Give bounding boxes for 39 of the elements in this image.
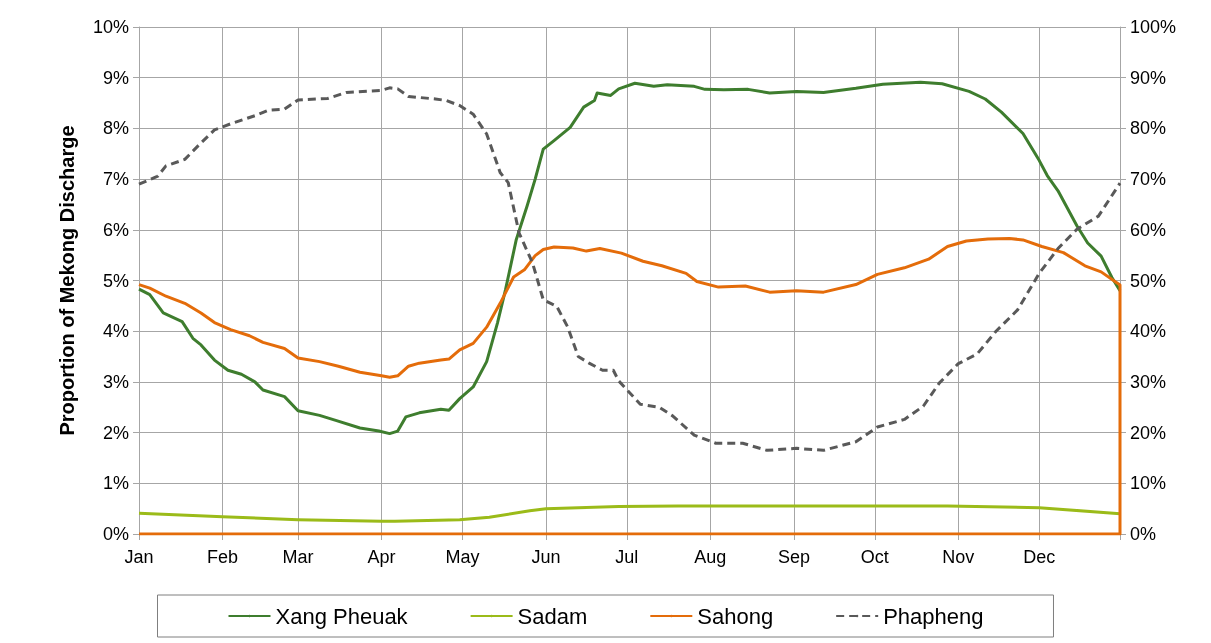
y-tick-label: 2% <box>102 422 129 443</box>
x-tick-label: Jan <box>124 547 154 567</box>
y2-tick-label: 20% <box>1130 422 1167 443</box>
legend-label: Phapheng <box>883 603 984 629</box>
y2-tick-label: 40% <box>1130 321 1167 342</box>
y2-tick-label: 80% <box>1130 118 1167 139</box>
x-tick-label: Nov <box>942 547 975 567</box>
y2-tick-label: 30% <box>1130 371 1167 392</box>
y-tick-label: 0% <box>102 524 129 544</box>
y-tick-label: 7% <box>102 169 129 190</box>
legend-label: Sadam <box>517 603 588 629</box>
legend-label: Xang Pheuak <box>275 603 409 629</box>
y2-tick-label: 10% <box>1130 473 1167 494</box>
y2-tick-label: 100% <box>1130 17 1177 37</box>
y-tick-label: 4% <box>102 321 129 342</box>
x-tick-label: Jul <box>615 547 639 567</box>
x-tick-label: Dec <box>1023 547 1056 567</box>
y-tick-label: 10% <box>92 17 129 37</box>
x-tick-label: Apr <box>367 547 396 567</box>
y2-tick-label: 0% <box>1130 524 1157 544</box>
y2-tick-label: 50% <box>1130 270 1167 291</box>
y-tick-label: 6% <box>102 219 129 240</box>
y-tick-label: 3% <box>102 371 129 392</box>
x-tick-label: May <box>445 547 480 567</box>
y2-tick-label: 70% <box>1130 169 1167 190</box>
x-tick-label: Mar <box>282 547 314 567</box>
y2-tick-label: 60% <box>1130 219 1167 240</box>
y-tick-label: 8% <box>102 118 129 139</box>
legend-label: Sahong <box>697 603 774 629</box>
x-tick-label: Feb <box>207 547 239 567</box>
x-tick-label: Jun <box>531 547 561 567</box>
x-tick-label: Aug <box>694 547 727 567</box>
x-tick-label: Oct <box>860 547 889 567</box>
y-tick-label: 9% <box>102 67 129 88</box>
y-tick-label: 5% <box>102 270 129 291</box>
y2-tick-label: 90% <box>1130 67 1167 88</box>
y-axis-title: Proportion of Mekong Discharge <box>56 125 78 436</box>
x-tick-label: Sep <box>777 547 810 567</box>
y-tick-label: 1% <box>102 473 129 494</box>
